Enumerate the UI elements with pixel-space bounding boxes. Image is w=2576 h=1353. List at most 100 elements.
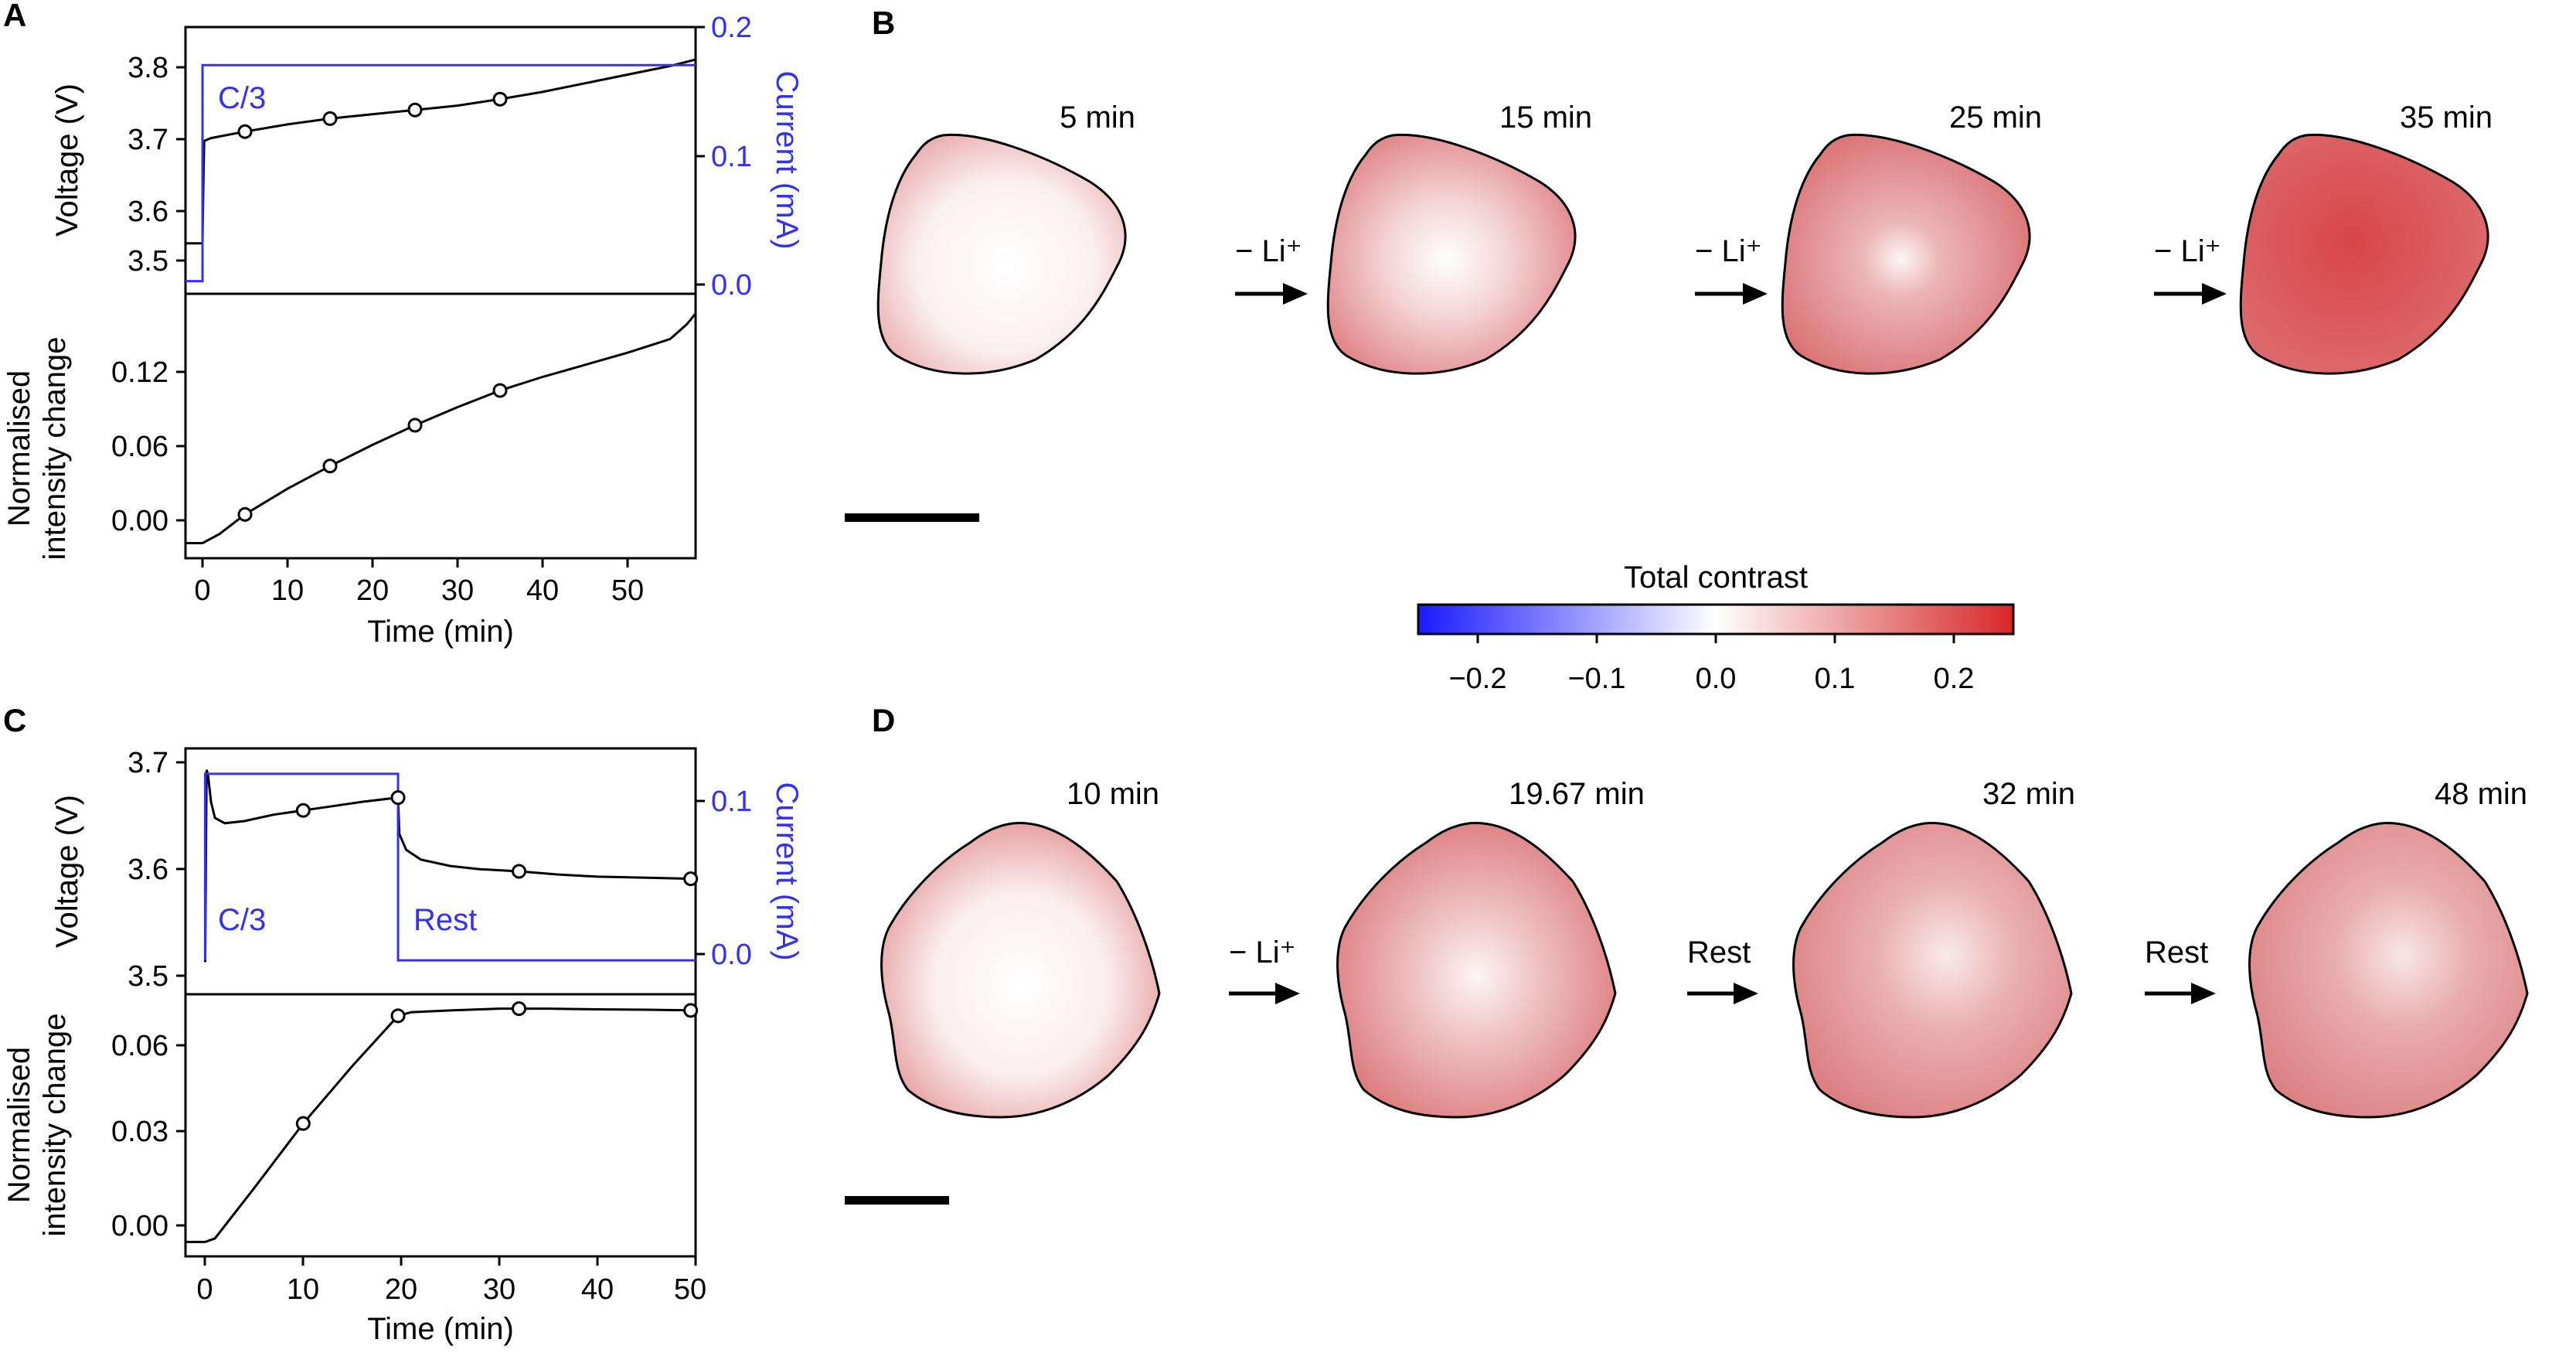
x-tick-label: 40 <box>581 1273 614 1306</box>
intensity-marker <box>295 1116 311 1131</box>
voltage-marker <box>390 790 406 806</box>
transition-arrow: Rest <box>2145 936 2216 1004</box>
y-tick-label: 0.00 <box>111 1210 168 1242</box>
particle-map-frame: 15 min <box>1326 101 1592 375</box>
x-axis-label: Time (min) <box>367 1312 514 1346</box>
transition-arrow: − Li⁺ <box>2154 234 2227 305</box>
x-tick-label: 0 <box>194 574 210 607</box>
voltage-y-ticks: 3.7 3.6 3.5 <box>128 747 185 993</box>
y2-tick-label: 0.0 <box>711 939 752 971</box>
particle-map <box>876 133 1127 375</box>
particle-map <box>1792 821 2073 1119</box>
particle-map-frame: 5 min <box>876 101 1135 375</box>
intensity-axis-label-line2: intensity change <box>38 336 72 560</box>
y2-tick-label: 0.1 <box>711 141 752 173</box>
voltage-marker <box>295 803 311 818</box>
scale-bar <box>845 1196 949 1205</box>
particle-map <box>1326 133 1577 375</box>
x-tick-label: 30 <box>483 1273 516 1306</box>
y2-tick-label: 0.2 <box>711 12 752 44</box>
colorbar-tick-label: −0.1 <box>1567 663 1625 695</box>
panel-label-b: B <box>872 5 895 41</box>
intensity-axes-frame <box>184 993 697 1258</box>
particle-map <box>880 821 1161 1119</box>
colorbar-tick-label: −0.2 <box>1448 663 1506 695</box>
y-tick-label: 0.00 <box>111 505 168 537</box>
voltage-marker <box>407 102 423 118</box>
frame-time-label: 32 min <box>1982 777 2075 811</box>
panel-label-a: A <box>3 0 26 33</box>
x-axis-label: Time (min) <box>367 615 514 649</box>
y-tick-label: 0.06 <box>111 431 168 463</box>
time-x-ticks: 0 10 20 30 40 50 <box>196 1256 706 1306</box>
x-tick-label: 10 <box>271 574 304 607</box>
transition-label: − Li⁺ <box>1229 936 1296 970</box>
panel-label-c: C <box>3 702 26 738</box>
frame-time-label: 5 min <box>1060 101 1135 135</box>
particle-map <box>2239 133 2489 375</box>
y-tick-label: 3.7 <box>128 747 168 779</box>
transition-arrow: − Li⁺ <box>1695 234 1768 305</box>
transition-arrow: Rest <box>1687 936 1758 1004</box>
voltage-marker <box>492 91 508 107</box>
voltage-y-ticks: 3.8 3.7 3.6 3.5 <box>128 52 185 278</box>
particle-map-frame: 48 min <box>2248 777 2529 1119</box>
y-tick-label: 3.6 <box>128 196 168 228</box>
y-tick-label: 3.7 <box>128 124 168 156</box>
panel-c-chart: 3.7 3.6 3.5 0.1 0.0 0.06 0.03 0.00 0 10 <box>2 747 804 1346</box>
intensity-marker <box>683 1003 699 1018</box>
transition-label: − Li⁺ <box>2154 234 2221 268</box>
transition-label: Rest <box>1687 936 1751 970</box>
panel-b-contrast-maps: 5 min 15 min 25 min 35 min − Li⁺ − Li⁺ −… <box>845 101 2493 522</box>
scale-bar <box>845 513 979 522</box>
voltage-axes-frame <box>184 747 697 996</box>
voltage-axis-label: Voltage (V) <box>50 83 84 237</box>
panel-a-chart: 3.8 3.7 3.6 3.5 0.2 0.1 0.0 0.12 0.06 0.… <box>2 12 804 649</box>
intensity-marker <box>512 1001 527 1017</box>
x-tick-label: 40 <box>526 574 559 607</box>
current-y-ticks: 0.1 0.0 <box>696 786 752 971</box>
x-tick-label: 20 <box>385 1273 417 1306</box>
intensity-marker <box>390 1008 406 1024</box>
colorbar-gradient <box>1417 603 2015 636</box>
panel-d-contrast-maps: 10 min 19.67 min 32 min 48 min − Li⁺ Res… <box>845 777 2529 1205</box>
intensity-marker <box>407 417 423 433</box>
intensity-y-ticks: 0.06 0.03 0.00 <box>111 1030 185 1242</box>
voltage-plot-area <box>203 769 699 963</box>
particle-map <box>1336 821 1617 1119</box>
voltage-marker <box>512 864 527 879</box>
time-x-ticks: 0 10 20 30 40 50 <box>194 558 644 607</box>
frame-time-label: 10 min <box>1067 777 1159 811</box>
current-y-ticks: 0.2 0.1 0.0 <box>696 12 752 302</box>
frame-time-label: 25 min <box>1949 101 2042 135</box>
voltage-marker <box>237 124 253 139</box>
rest-annotation: Rest <box>413 903 477 937</box>
frame-time-label: 19.67 min <box>1509 777 1645 811</box>
voltage-line <box>185 58 696 245</box>
voltage-marker <box>322 111 338 126</box>
colorbar-tick-label: 0.2 <box>1934 663 1975 695</box>
y-tick-label: 3.8 <box>128 52 168 84</box>
frame-time-label: 48 min <box>2435 777 2527 811</box>
intensity-axis-label-line2: intensity change <box>38 1013 72 1236</box>
x-tick-label: 20 <box>356 574 389 607</box>
particle-map <box>2248 821 2529 1119</box>
x-tick-label: 10 <box>287 1273 319 1306</box>
current-axis-label: Current (mA) <box>770 782 804 960</box>
intensity-axis-label-line1: Normalised <box>2 370 36 527</box>
intensity-line <box>185 1007 696 1243</box>
y-tick-label: 3.5 <box>128 245 168 278</box>
transition-label: − Li⁺ <box>1695 234 1762 268</box>
current-axis-label: Current (mA) <box>770 70 804 249</box>
transition-label: Rest <box>2145 936 2208 970</box>
intensity-marker <box>237 506 253 522</box>
intensity-axis-label-line1: Normalised <box>2 1047 36 1203</box>
y2-tick-label: 0.0 <box>711 269 752 302</box>
x-tick-label: 50 <box>611 574 644 607</box>
current-line <box>185 63 696 283</box>
intensity-line <box>185 312 697 544</box>
c-rate-annotation: C/3 <box>218 81 266 115</box>
colorbar: Total contrast −0.2 −0.1 0.0 0.1 0.2 <box>1417 561 2015 695</box>
intensity-plot-area <box>185 312 697 544</box>
